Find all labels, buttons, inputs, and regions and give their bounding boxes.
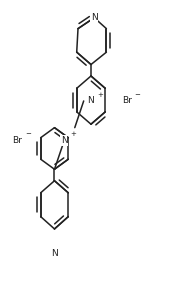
Text: Br: Br — [12, 136, 22, 145]
Text: N: N — [61, 136, 68, 145]
Text: +: + — [98, 92, 103, 98]
Text: −: − — [25, 131, 31, 137]
Text: Br: Br — [122, 97, 132, 105]
Text: N: N — [51, 248, 58, 258]
Text: −: − — [134, 92, 140, 98]
Text: N: N — [88, 97, 94, 105]
Text: N: N — [91, 13, 98, 22]
Text: +: + — [71, 131, 77, 137]
